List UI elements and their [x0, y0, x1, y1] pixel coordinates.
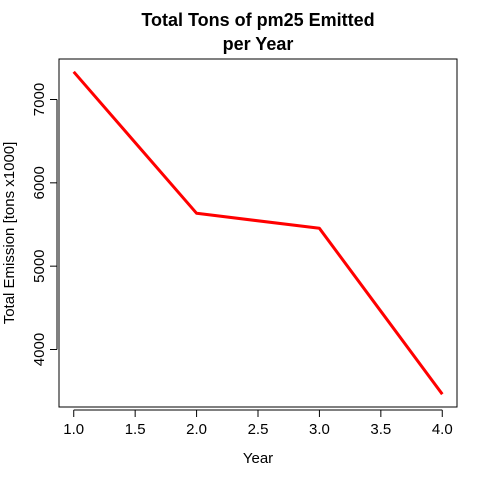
series-line [72, 70, 444, 396]
chart-title-line-2: per Year [223, 34, 294, 54]
y-tick-label: 7000 [31, 83, 48, 116]
x-tick-label: 3.5 [370, 421, 391, 438]
x-axis-label: Year [243, 450, 273, 467]
y-tick-label: 6000 [31, 166, 48, 199]
x-tick-label: 2.5 [248, 421, 269, 438]
y-axis-label: Total Emission [tons x1000] [1, 142, 18, 325]
x-tick-label: 3.0 [309, 421, 330, 438]
plot-frame [58, 58, 458, 408]
x-axis: 1.0 1.5 2.0 2.5 3.0 3.5 4.0 [63, 409, 453, 438]
x-tick-label: 1.0 [63, 421, 84, 438]
chart-title-line-1: Total Tons of pm25 Emitted [141, 10, 374, 30]
y-tick-label: 4000 [31, 333, 48, 366]
y-axis: 4000 5000 6000 7000 [31, 83, 58, 366]
series-layer [72, 70, 444, 396]
x-tick-label: 1.5 [125, 421, 146, 438]
y-tick-label: 5000 [31, 249, 48, 282]
x-tick-label: 4.0 [432, 421, 453, 438]
x-tick-label: 2.0 [186, 421, 207, 438]
